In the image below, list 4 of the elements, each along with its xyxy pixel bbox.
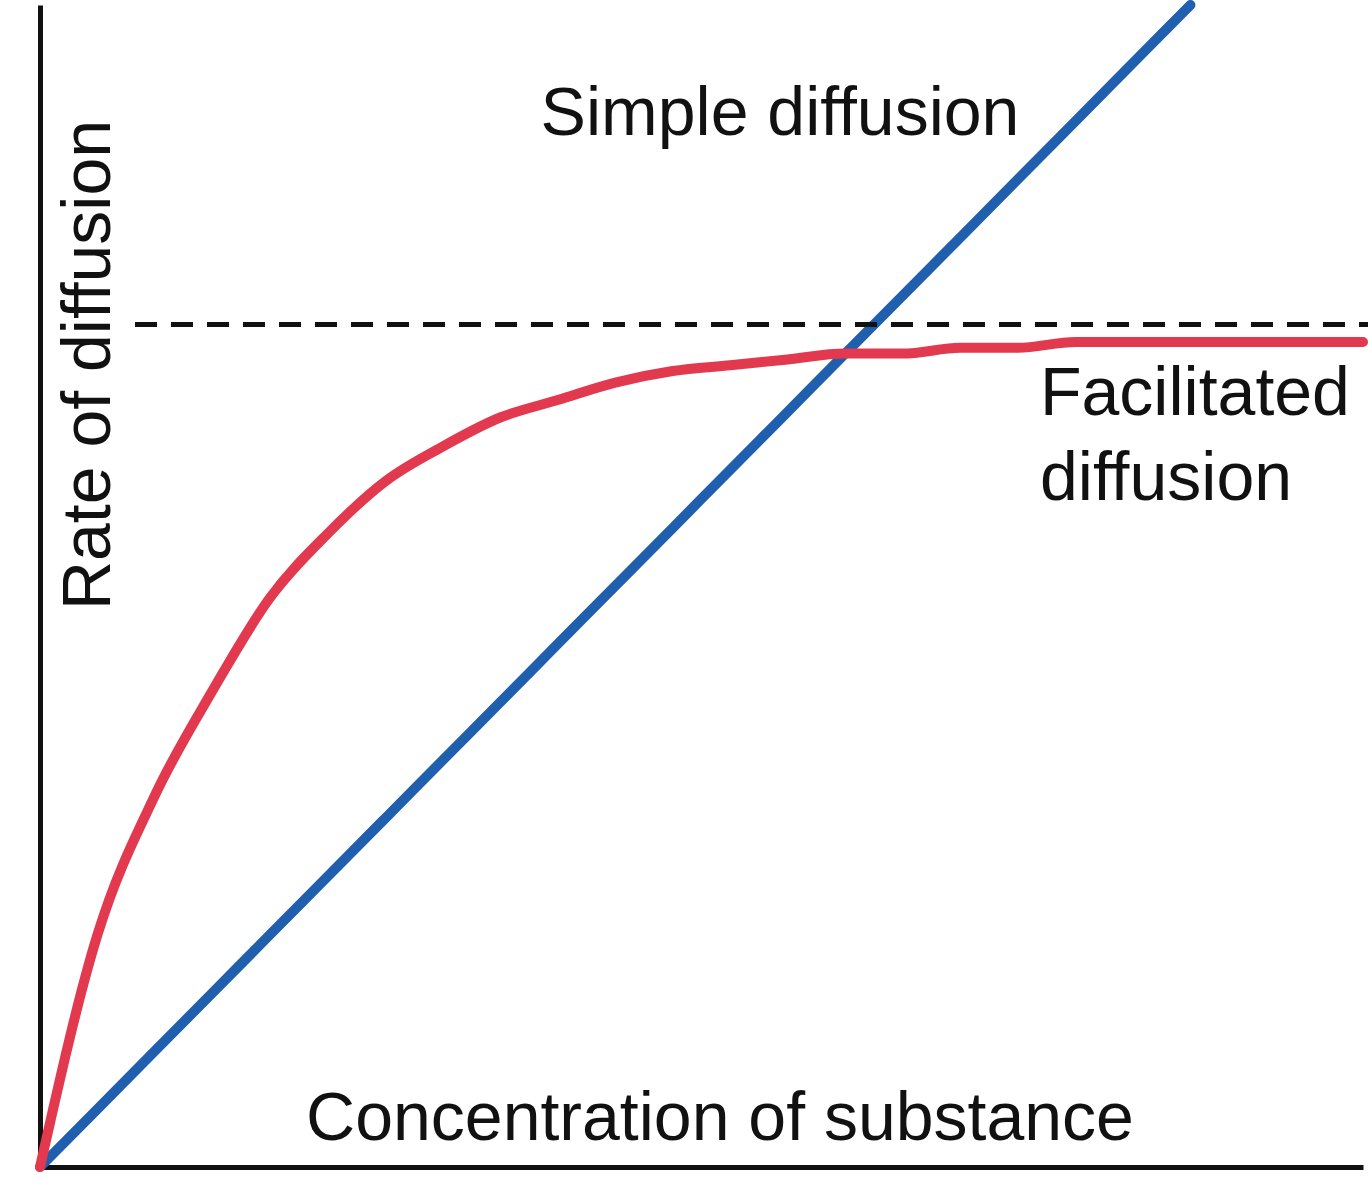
series-label: Simple diffusion: [540, 73, 1020, 149]
series-label: Facilitated diffusion: [1040, 353, 1350, 514]
x-axis-title: Concentration of substance: [306, 1078, 1134, 1154]
y-axis-title: Rate of diffusion: [48, 119, 124, 611]
